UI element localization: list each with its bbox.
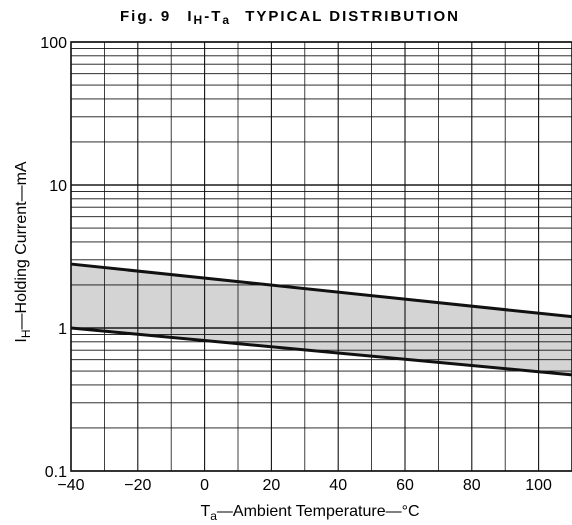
plot-frame <box>70 41 572 472</box>
series-lines <box>70 262 572 377</box>
x-tick-label: −20 <box>124 477 151 494</box>
y-tick-label: 100 <box>40 35 67 52</box>
y-tick-label: 1 <box>58 321 67 338</box>
x-tick-label: 0 <box>200 477 209 494</box>
x-tick-label: 60 <box>396 477 414 494</box>
x-tick-label: 20 <box>263 477 281 494</box>
x-tick-label: 100 <box>525 477 552 494</box>
series-line-upper <box>70 262 572 319</box>
series-line-lower <box>70 326 572 377</box>
grid <box>70 41 572 472</box>
x-tick-label: 80 <box>463 477 481 494</box>
band-fill <box>71 264 572 375</box>
x-axis-label: Ta—Ambient Temperature—°C <box>200 503 419 523</box>
tick-labels: −40 −20 0 20 40 60 80 100 0.1 1 10 100 <box>40 35 552 494</box>
x-tick-label: 40 <box>329 477 347 494</box>
distribution-band <box>71 264 572 375</box>
y-axis-label: IH—Holding Current—mA <box>13 161 33 343</box>
x-tick-label: −40 <box>57 477 84 494</box>
chart-title: Fig. 9 IH-Ta TYPICAL DISTRIBUTION <box>120 8 460 28</box>
y-tick-label: 0.1 <box>45 464 67 481</box>
y-tick-label: 10 <box>49 178 67 195</box>
